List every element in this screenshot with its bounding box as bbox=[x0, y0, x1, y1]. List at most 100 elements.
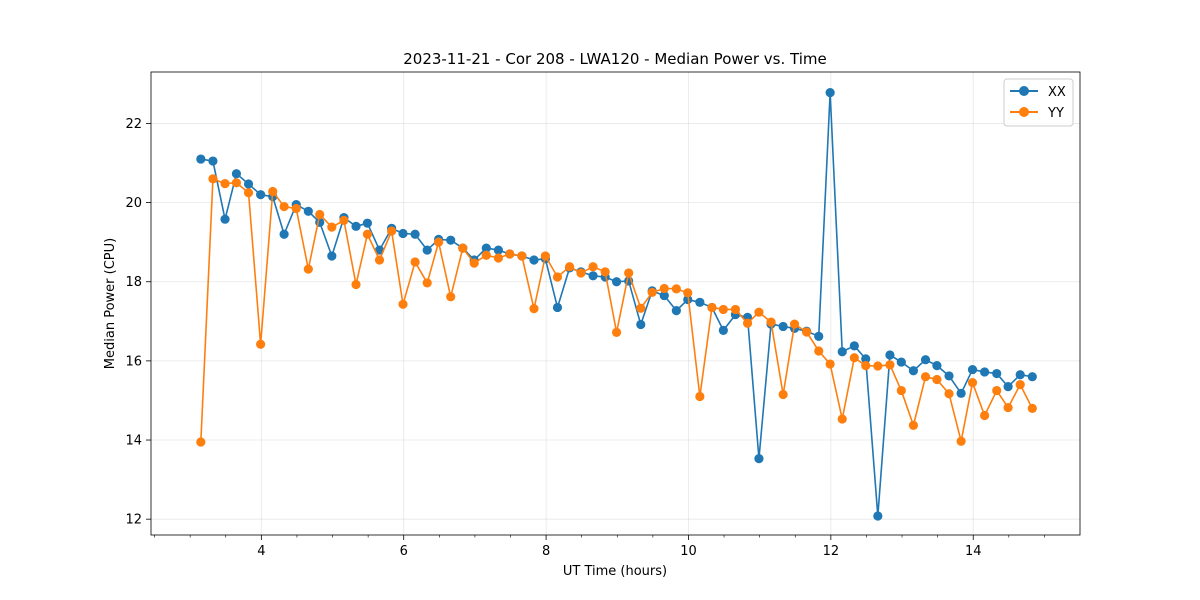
data-point-xx bbox=[303, 206, 313, 216]
data-point-yy bbox=[730, 304, 741, 315]
data-point-yy bbox=[624, 268, 634, 278]
data-point-xx bbox=[422, 245, 432, 255]
data-point-yy bbox=[802, 327, 812, 337]
data-point-yy bbox=[861, 361, 871, 371]
data-point-yy bbox=[339, 215, 349, 225]
data-point-yy bbox=[967, 378, 978, 388]
y-tick-label: 20 bbox=[125, 196, 142, 211]
data-point-yy bbox=[814, 346, 824, 356]
data-point-yy bbox=[505, 249, 515, 259]
data-point-yy bbox=[825, 359, 835, 369]
y-tick-label: 22 bbox=[125, 117, 142, 132]
data-point-yy bbox=[398, 299, 408, 309]
data-point-xx bbox=[932, 361, 942, 371]
data-point-yy bbox=[754, 307, 764, 317]
data-point-yy bbox=[564, 262, 575, 272]
data-point-yy bbox=[279, 201, 289, 212]
data-point-yy bbox=[256, 339, 266, 349]
data-point-yy bbox=[920, 372, 931, 382]
data-point-yy bbox=[932, 374, 942, 385]
data-point-yy bbox=[552, 272, 563, 282]
data-point-yy bbox=[576, 268, 586, 278]
data-point-xx bbox=[695, 297, 705, 307]
data-point-xx bbox=[992, 368, 1002, 379]
data-point-xx bbox=[873, 511, 883, 521]
data-point-yy bbox=[1003, 402, 1013, 413]
data-point-xx bbox=[636, 319, 646, 330]
data-point-yy bbox=[362, 229, 373, 239]
data-point-yy bbox=[742, 318, 753, 328]
data-point-yy bbox=[683, 288, 693, 298]
data-point-xx bbox=[908, 366, 919, 376]
data-point-yy bbox=[433, 237, 444, 247]
data-point-xx bbox=[279, 229, 289, 239]
data-point-xx bbox=[552, 302, 563, 313]
data-point-yy bbox=[778, 389, 788, 400]
data-point-xx bbox=[256, 190, 266, 200]
data-point-xx bbox=[588, 271, 598, 281]
x-tick-label: 12 bbox=[823, 544, 840, 559]
data-point-yy bbox=[671, 284, 681, 294]
data-point-yy bbox=[220, 178, 230, 189]
data-point-yy bbox=[1015, 380, 1025, 390]
data-point-xx bbox=[243, 179, 254, 189]
data-point-xx bbox=[754, 454, 764, 464]
data-point-yy bbox=[992, 385, 1002, 396]
x-tick-label: 10 bbox=[680, 544, 697, 559]
data-point-yy bbox=[387, 226, 397, 236]
data-point-xx bbox=[956, 388, 966, 398]
x-tick-label: 6 bbox=[400, 544, 408, 559]
data-point-yy bbox=[291, 203, 301, 214]
data-point-yy bbox=[196, 437, 206, 447]
data-point-xx bbox=[398, 228, 408, 239]
data-point-yy bbox=[766, 317, 776, 327]
data-point-yy bbox=[1027, 403, 1037, 413]
data-point-yy bbox=[422, 278, 432, 288]
legend: XX YY bbox=[1003, 78, 1074, 127]
data-point-xx bbox=[849, 341, 859, 351]
data-point-xx bbox=[362, 218, 373, 228]
data-point-yy bbox=[896, 385, 906, 396]
legend-label-yy: YY bbox=[1047, 106, 1064, 121]
data-point-xx bbox=[410, 229, 420, 239]
data-point-yy bbox=[956, 436, 966, 446]
data-point-xx bbox=[659, 290, 669, 301]
data-point-yy bbox=[446, 292, 456, 302]
data-point-yy bbox=[611, 327, 622, 337]
data-point-yy bbox=[231, 178, 242, 188]
x-tick-label: 8 bbox=[542, 544, 550, 559]
data-point-xx bbox=[885, 350, 895, 360]
data-point-xx bbox=[493, 245, 503, 255]
y-tick-label: 12 bbox=[125, 513, 142, 528]
data-point-yy bbox=[944, 389, 954, 399]
data-point-yy bbox=[410, 257, 420, 267]
y-tick-label: 16 bbox=[125, 354, 142, 369]
data-point-yy bbox=[885, 360, 895, 370]
data-point-xx bbox=[374, 245, 385, 255]
data-point-yy bbox=[268, 186, 278, 197]
data-point-xx bbox=[814, 331, 824, 341]
data-point-yy bbox=[493, 253, 503, 263]
data-point-yy bbox=[789, 319, 800, 329]
data-point-xx bbox=[896, 357, 906, 367]
data-point-yy bbox=[529, 304, 539, 314]
data-point-yy bbox=[327, 222, 337, 232]
data-point-xx bbox=[208, 156, 218, 166]
axis-ticks: 4 6 8 10 12 14 12 14 16 18 20 22 bbox=[125, 117, 1045, 559]
data-point-xx bbox=[967, 364, 978, 375]
data-point-xx bbox=[1015, 370, 1025, 380]
data-point-yy bbox=[873, 361, 883, 371]
data-point-xx bbox=[1027, 372, 1037, 382]
data-point-yy bbox=[707, 302, 717, 313]
data-point-xx bbox=[825, 87, 835, 98]
data-point-yy bbox=[718, 304, 728, 315]
data-point-yy bbox=[540, 251, 550, 261]
data-point-yy bbox=[481, 250, 491, 260]
data-point-yy bbox=[458, 243, 468, 253]
data-point-yy bbox=[600, 267, 610, 277]
legend-label-xx: XX bbox=[1048, 85, 1066, 100]
data-point-yy bbox=[517, 251, 527, 261]
data-point-yy bbox=[980, 410, 990, 421]
data-point-yy bbox=[908, 420, 919, 430]
data-point-xx bbox=[861, 354, 871, 364]
